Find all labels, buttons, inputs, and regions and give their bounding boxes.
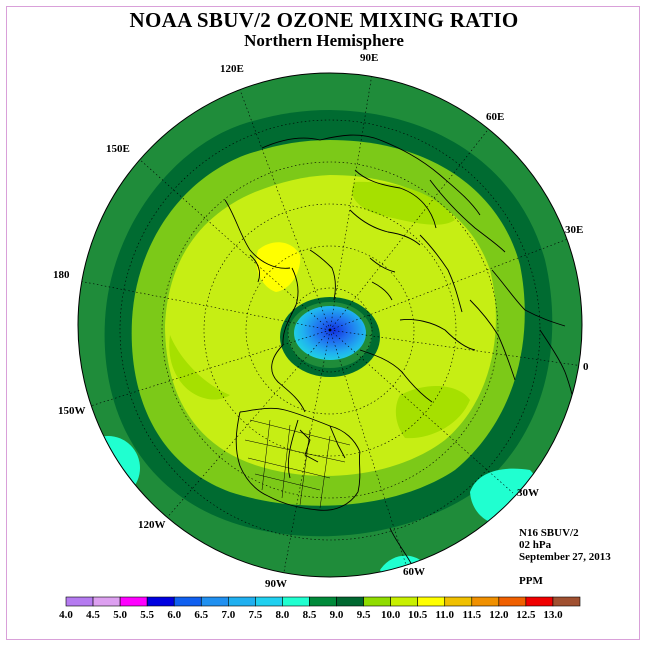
colorbar-swatch	[444, 596, 473, 607]
colorbar-tick-label: 13.0	[543, 609, 563, 621]
colorbar-swatch	[200, 596, 229, 607]
cyan-patch-left	[78, 436, 140, 500]
lon-label-60w: 60W	[403, 566, 425, 578]
pressure-level-label: 02 hPa	[519, 539, 552, 551]
lon-label-180: 180	[53, 269, 70, 281]
polar-low	[294, 306, 366, 360]
colorbar-tick-label: 8.0	[275, 609, 290, 621]
colorbar-tick-label: 5.5	[140, 609, 155, 621]
map-border	[77, 72, 583, 578]
colorbar-swatch	[173, 596, 202, 607]
colorbar-swatch	[119, 596, 148, 607]
colorbar-tick-label: 12.5	[516, 609, 536, 621]
date-label: September 27, 2013	[519, 551, 611, 563]
colorbar-swatch	[228, 596, 256, 607]
lon-label-90w: 90W	[265, 578, 287, 590]
colorbar-tick-label: 9.0	[329, 609, 344, 621]
lon-label-150e: 150E	[106, 143, 130, 155]
lon-label-90e: 90E	[360, 52, 378, 64]
colorbar-swatch	[498, 596, 527, 607]
colorbar-tick-label: 9.5	[356, 609, 371, 621]
colorbar	[65, 596, 581, 607]
colorbar-tick-label: 4.5	[86, 609, 100, 621]
colorbar-swatch	[65, 596, 94, 607]
colorbar-tick-label: 11.5	[462, 609, 482, 621]
mid-patch-1	[351, 181, 455, 225]
colorbar-swatch	[336, 596, 364, 607]
lon-label-120e: 120E	[220, 63, 244, 75]
lon-label-0: 0	[583, 361, 589, 373]
colorbar-tick-label: 7.0	[221, 609, 236, 621]
colorbar-swatch	[92, 596, 121, 607]
lon-label-120w: 120W	[138, 519, 166, 531]
map-title: NOAA SBUV/2 OZONE MIXING RATIO	[129, 8, 519, 32]
colorbar-swatch	[471, 596, 500, 607]
colorbar-tick-label: 11.0	[435, 609, 455, 621]
map-subtitle: Northern Hemisphere	[244, 31, 404, 50]
colorbar-swatch	[309, 596, 337, 607]
colorbar-swatch	[390, 596, 418, 607]
colorbar-tick-label: 10.0	[381, 609, 401, 621]
colorbar-swatch	[363, 596, 391, 607]
colorbar-swatch	[146, 596, 175, 607]
colorbar-tick-label: 6.0	[167, 609, 182, 621]
lon-label-30e: 30E	[565, 224, 583, 236]
colorbar-swatch	[525, 596, 554, 607]
units-label: PPM	[519, 575, 543, 587]
colorbar-tick-label: 6.5	[194, 609, 209, 621]
colorbar-tick-label: 7.5	[248, 609, 263, 621]
colorbar-tick-label: 10.5	[408, 609, 428, 621]
mid-patch-2	[169, 335, 230, 400]
instrument-label: N16 SBUV/2	[519, 527, 579, 539]
colorbar-tick-label: 5.0	[113, 609, 127, 621]
lon-label-60e: 60E	[486, 111, 504, 123]
colorbar-tick-label: 4.0	[59, 609, 73, 621]
colorbar-tick-label: 8.5	[302, 609, 317, 621]
graticule	[78, 73, 582, 577]
colorbar-swatch	[417, 596, 446, 607]
colorbar-swatch	[255, 596, 283, 607]
lon-label-30w: 30W	[517, 487, 539, 499]
figure-frame	[6, 6, 640, 640]
colorbar-swatch	[552, 596, 581, 607]
high-patch	[256, 242, 301, 292]
colorbar-swatch	[282, 596, 310, 607]
lon-label-150w: 150W	[58, 405, 86, 417]
colorbar-tick-label: 12.0	[489, 609, 509, 621]
mid-patch-3	[395, 385, 470, 439]
